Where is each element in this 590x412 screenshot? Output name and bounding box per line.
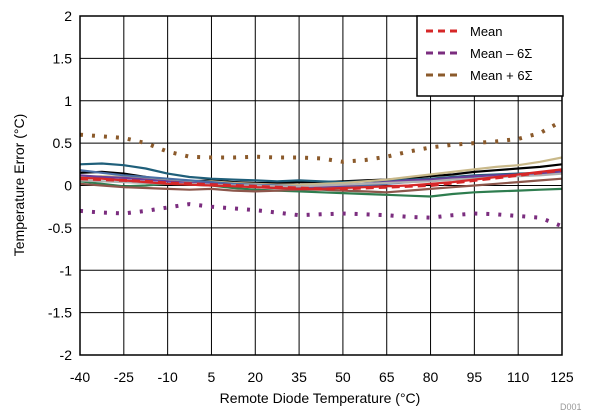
y-tick-label: -0.5 [48,220,72,236]
x-tick-label: 95 [467,369,483,385]
x-tick-label: 110 [507,369,530,385]
x-tick-label: -10 [158,369,178,385]
x-tick-label: 65 [379,369,395,385]
series-line-1 [79,202,563,229]
x-tick-label: 80 [423,369,439,385]
x-tick-label: 35 [291,369,307,385]
y-tick-label: 1.5 [53,50,73,66]
x-tick-label: -40 [70,369,90,385]
y-tick-label: 1 [64,93,72,109]
series-layer [79,119,563,229]
figure-id: D001 [560,402,582,412]
legend: Mean Mean – 6Σ Mean + 6Σ [416,15,564,97]
y-axis-title: Temperature Error (°C) [11,114,27,257]
legend-label-2: Mean + 6Σ [470,68,533,83]
x-tick-label: 50 [335,369,351,385]
x-tick-label: 125 [550,369,574,385]
y-tick-label: 2 [64,8,72,24]
x-tick-label: -25 [114,369,134,385]
y-tick-label: 0 [64,178,72,194]
y-tick-label: 0.5 [53,135,73,151]
x-tick-label: 5 [208,369,216,385]
y-tick-label: -1.5 [48,305,72,321]
y-tick-labels: -2 -1.5 -1 -0.5 0 0.5 1 1.5 2 [48,8,72,363]
legend-label-1: Mean – 6Σ [470,46,532,61]
x-tick-label: 20 [247,369,263,385]
series-line-0 [79,168,563,191]
series-line-2 [79,119,563,164]
x-axis-title: Remote Diode Temperature (°C) [220,390,421,406]
legend-box [416,15,564,97]
x-tick-labels: -40 -25 -10 5 20 35 50 65 80 95 110 125 [70,369,574,385]
plot-frame [79,15,563,356]
y-tick-label: -2 [60,347,73,363]
legend-label-0: Mean [470,24,503,39]
y-tick-label: -1 [60,262,73,278]
